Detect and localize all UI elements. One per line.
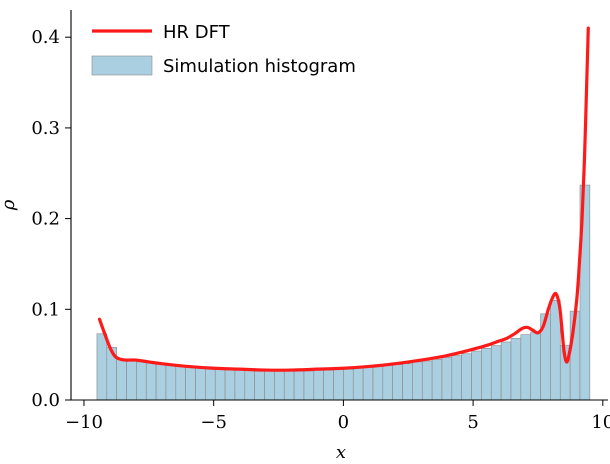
histogram-bar xyxy=(195,367,206,401)
histogram-bar xyxy=(421,360,433,401)
y-ticks: 0.0 0.1 0.2 0.3 0.4 xyxy=(31,27,71,411)
legend: HR DFT Simulation histogram xyxy=(91,22,356,77)
histogram-bar xyxy=(244,369,255,401)
histogram-bar xyxy=(323,369,334,401)
histogram-bar xyxy=(490,345,502,401)
histogram-bar xyxy=(303,370,315,401)
histogram-bar xyxy=(431,358,443,401)
histogram-bar xyxy=(451,355,462,401)
histogram-bar xyxy=(205,367,216,401)
histogram-bar xyxy=(224,368,236,401)
histogram-bar xyxy=(461,353,472,401)
histogram-bar xyxy=(412,361,423,401)
hr-dft-curve xyxy=(97,26,590,372)
x-tick-label: 10 xyxy=(591,412,610,433)
histogram-bar xyxy=(136,361,147,401)
legend-label-simulation-histogram: Simulation histogram xyxy=(163,56,356,77)
x-tick-label: −10 xyxy=(65,412,103,433)
x-axis-label: x xyxy=(336,442,346,463)
histogram-bar xyxy=(333,368,344,401)
x-tick-label: 0 xyxy=(338,412,349,433)
histogram-bar xyxy=(126,360,137,401)
histogram-bar xyxy=(254,370,265,401)
histogram-bar xyxy=(234,369,246,401)
histogram-bar xyxy=(352,367,364,401)
histogram-bar xyxy=(520,334,531,401)
histogram-bar xyxy=(402,363,413,401)
histogram-bar xyxy=(96,333,108,401)
histogram-bar xyxy=(155,363,167,401)
x-tick-label: 5 xyxy=(467,412,478,433)
histogram-bar xyxy=(530,331,541,401)
histogram-bar xyxy=(274,370,285,401)
histogram-bar xyxy=(471,350,482,401)
x-tick-label: −5 xyxy=(200,412,227,433)
x-ticks: −10 −5 0 5 10 xyxy=(65,400,610,433)
histogram-bar xyxy=(510,338,522,401)
histogram-bar xyxy=(372,366,384,401)
histogram-bar xyxy=(382,365,393,401)
y-axis-label: ρ xyxy=(0,199,19,211)
y-tick-label: 0.3 xyxy=(31,118,60,139)
histogram-bar xyxy=(441,357,453,401)
histogram-bar xyxy=(264,370,275,401)
y-tick-label: 0.0 xyxy=(31,390,60,411)
histogram-bar xyxy=(185,366,196,401)
y-tick-label: 0.1 xyxy=(31,299,60,320)
histogram-bar xyxy=(145,362,157,401)
histogram-bar xyxy=(362,367,374,401)
histogram-bar xyxy=(343,368,354,401)
legend-patch-swatch xyxy=(91,55,153,76)
legend-label-hr-dft: HR DFT xyxy=(163,22,231,43)
histogram-bar xyxy=(293,370,305,401)
y-tick-label: 0.2 xyxy=(31,209,60,230)
histogram-bars xyxy=(96,184,591,401)
histogram-bar xyxy=(283,370,295,401)
histogram-bar xyxy=(500,341,512,401)
histogram-bar xyxy=(214,368,226,401)
histogram-bar xyxy=(550,299,561,401)
histogram-bar xyxy=(313,369,324,401)
histogram-bar xyxy=(481,348,492,401)
y-tick-label: 0.4 xyxy=(31,27,60,48)
histogram-bar xyxy=(116,358,127,401)
histogram-bar xyxy=(392,364,403,401)
histogram-bar xyxy=(165,364,177,401)
histogram-bar xyxy=(175,365,186,401)
